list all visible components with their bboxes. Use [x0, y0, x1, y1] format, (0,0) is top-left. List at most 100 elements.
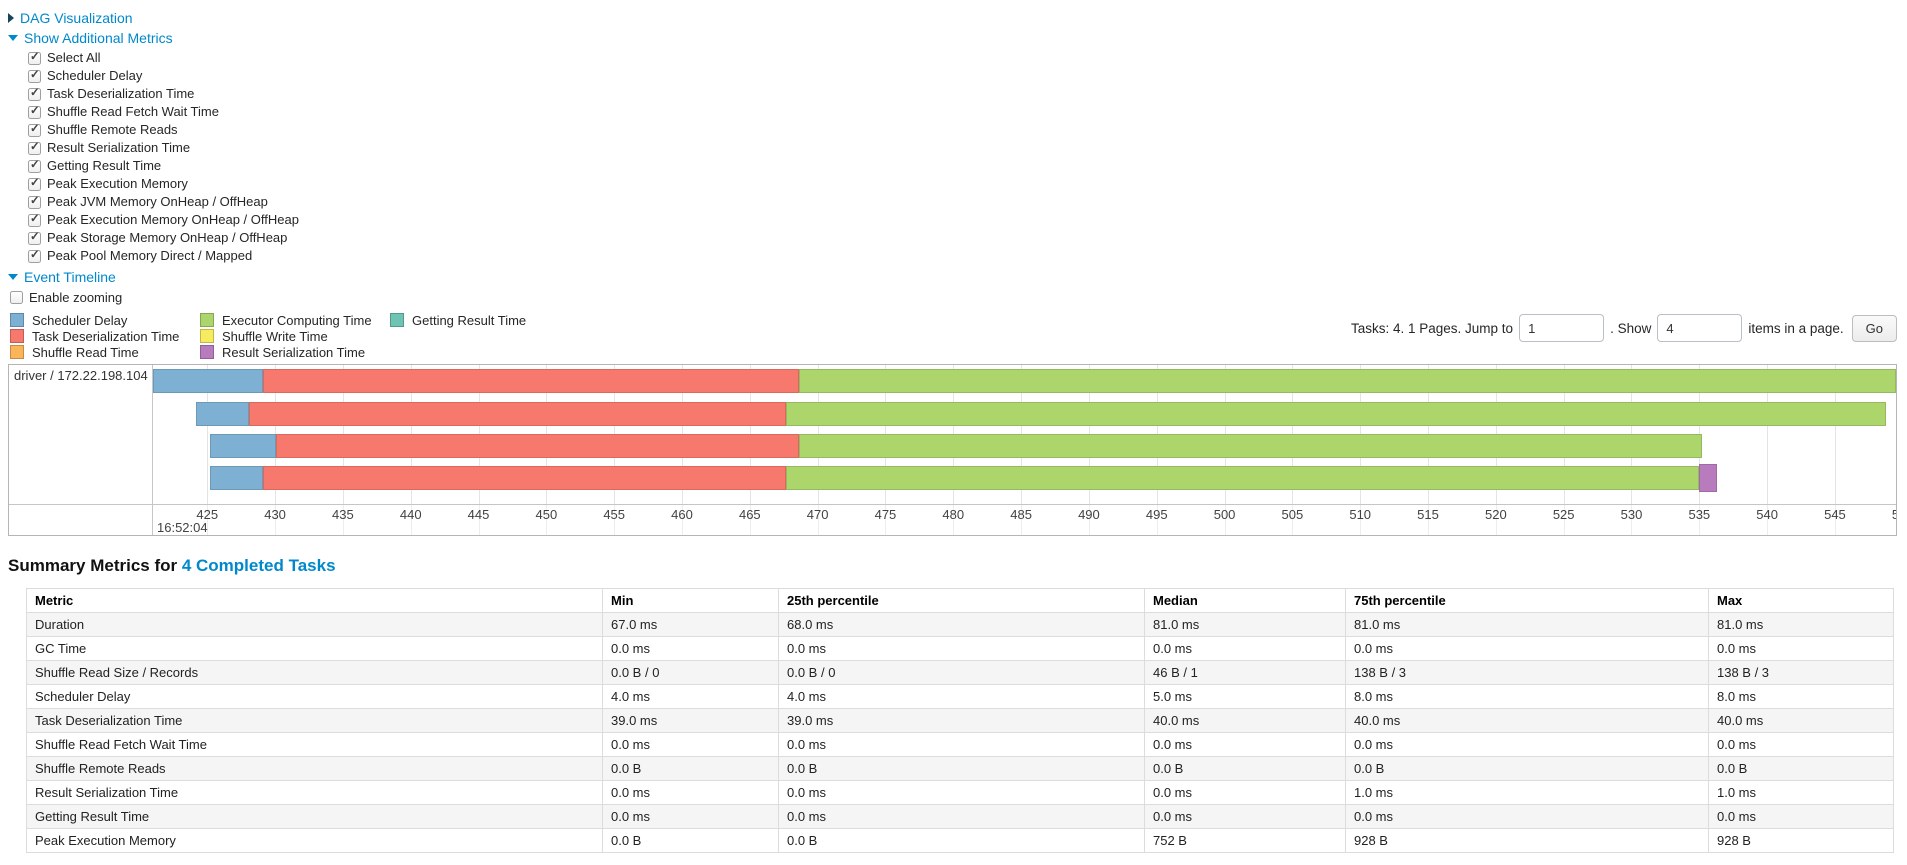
metric-checkbox-text: Scheduler Delay [47, 68, 143, 83]
table-cell: 46 B / 1 [1144, 660, 1346, 685]
task-4-segment-scheduler_delay[interactable] [209, 466, 263, 490]
metric-checkbox-label: Getting Result Time [28, 157, 161, 175]
legend-column: Executor Computing Time Shuffle Write Tim… [200, 312, 390, 360]
legend-swatch-icon [10, 329, 24, 343]
items-per-page-input[interactable] [1657, 314, 1743, 342]
task-2-segment-executor_computing[interactable] [786, 402, 1887, 426]
event-timeline-toggle[interactable]: Event Timeline [8, 269, 1897, 285]
table-cell: 1.0 ms [1708, 780, 1894, 805]
table-cell: 0.0 ms [1144, 780, 1346, 805]
legend-swatch-icon [10, 345, 24, 359]
enable-zooming-label: Enable zooming [10, 290, 122, 305]
axis-tick-label: 530 [1620, 507, 1643, 522]
table-cell: 81.0 ms [1708, 612, 1894, 637]
metric-checkbox[interactable] [28, 159, 41, 173]
go-button[interactable]: Go [1851, 314, 1897, 342]
metric-checkbox[interactable] [28, 51, 41, 65]
metric-checkbox-label: Peak Execution Memory [28, 175, 188, 193]
task-1-segment-task_deserialization[interactable] [262, 369, 799, 393]
timeline-legend: Scheduler Delay Task Deserialization Time… [10, 312, 580, 360]
timeline-plot-area[interactable] [153, 365, 1896, 504]
table-header-cell: Min [602, 588, 779, 613]
event-timeline-link[interactable]: Event Timeline [24, 269, 116, 285]
metric-checkbox-item: Select All [28, 49, 1897, 67]
metric-checkbox-item: Peak Storage Memory OnHeap / OffHeap [28, 229, 1897, 247]
axis-gridline [953, 505, 955, 535]
task-2-segment-scheduler_delay[interactable] [196, 402, 250, 426]
task-1-segment-executor_computing[interactable] [798, 369, 1896, 393]
metric-checkbox-text: Result Serialization Time [47, 140, 191, 155]
table-row: Shuffle Read Fetch Wait Time 0.0 ms 0.0 ms… [26, 732, 1894, 757]
metric-checkbox-label: Scheduler Delay [28, 67, 142, 85]
additional-metrics-link[interactable]: Show Additional Metrics [24, 30, 173, 46]
metric-checkbox[interactable] [28, 177, 41, 191]
axis-tick-label: 545 [1824, 507, 1846, 522]
table-cell: 0.0 B [1345, 756, 1709, 781]
task-4-segment-result_serialization[interactable] [1699, 464, 1717, 492]
axis-tick-label: 515 [1417, 507, 1439, 522]
completed-tasks-link[interactable]: 4 Completed Tasks [181, 556, 336, 575]
axis-gridline [682, 505, 683, 535]
axis-gridline [478, 505, 480, 535]
axis-gridline [1021, 505, 1023, 535]
metric-checkbox[interactable] [28, 195, 41, 209]
axis-tick-label: 500 [1213, 507, 1236, 522]
task-3-segment-scheduler_delay[interactable] [209, 434, 277, 458]
metric-checkbox[interactable] [28, 231, 41, 245]
additional-metrics-toggle[interactable]: Show Additional Metrics [8, 30, 1897, 46]
event-timeline-chart: driver / 172.22.198.104 425 430 435 440 445 4… [8, 364, 1897, 536]
metric-checkbox[interactable] [28, 141, 41, 155]
metric-checkbox-item: Result Serialization Time [28, 139, 1897, 157]
enable-zooming-checkbox[interactable] [10, 290, 23, 304]
table-cell: 40.0 ms [1708, 708, 1894, 733]
table-cell: 0.0 ms [602, 732, 779, 757]
table-cell: Task Deserialization Time [26, 708, 603, 733]
metric-checkbox[interactable] [28, 123, 41, 137]
table-cell: 0.0 ms [1345, 804, 1709, 829]
table-header-cell: Median [1144, 588, 1346, 613]
task-4-segment-executor_computing[interactable] [786, 466, 1700, 490]
metric-checkbox[interactable] [28, 249, 41, 263]
table-row: Shuffle Remote Reads 0.0 B 0.0 B 0.0 B 0.0 B… [26, 756, 1894, 781]
table-cell: 40.0 ms [1144, 708, 1346, 733]
dag-visualization-link[interactable]: DAG Visualization [20, 10, 133, 26]
axis-gridline [1563, 505, 1565, 535]
axis-tick-label: 470 [806, 507, 829, 522]
metric-checkbox-text: Shuffle Read Fetch Wait Time [47, 104, 219, 119]
table-row: Peak Execution Memory 0.0 B 0.0 B 752 B 928 … [26, 828, 1894, 853]
axis-tick-label: 425 [196, 507, 219, 522]
table-cell: 0.0 ms [778, 636, 1145, 661]
metric-checkbox[interactable] [28, 87, 41, 101]
task-3-segment-task_deserialization[interactable] [276, 434, 799, 458]
axis-gridline [749, 505, 751, 535]
task-1-segment-scheduler_delay[interactable] [153, 369, 263, 393]
metric-checkbox-text: Peak Execution Memory [47, 176, 188, 191]
table-header-cell: 75th percentile [1345, 588, 1709, 613]
table-cell: 68.0 ms [778, 612, 1145, 637]
metric-checkbox[interactable] [28, 69, 41, 83]
table-row: Shuffle Read Size / Records 0.0 B / 0 0.0 … [26, 660, 1894, 685]
legend-label: Task Deserialization Time [32, 328, 180, 344]
metric-checkbox-label: Peak Pool Memory Direct / Mapped [28, 247, 252, 265]
legend-label: Scheduler Delay [32, 312, 128, 328]
chevron-down-icon [8, 35, 18, 41]
table-cell: 0.0 ms [1144, 804, 1346, 829]
table-cell: 0.0 B [778, 828, 1145, 853]
legend-item-result_serialization: Result Serialization Time [200, 344, 390, 360]
metric-checkbox[interactable] [28, 105, 41, 119]
axis-gridline [1292, 505, 1294, 535]
task-2-segment-task_deserialization[interactable] [249, 402, 787, 426]
task-3-segment-executor_computing[interactable] [798, 434, 1703, 458]
table-cell: Scheduler Delay [26, 684, 603, 709]
axis-gridline [275, 505, 277, 535]
table-cell: 0.0 ms [1708, 636, 1894, 661]
table-row: GC Time 0.0 ms 0.0 ms 0.0 ms 0.0 ms 0.0 ms [26, 636, 1894, 661]
metric-checkbox[interactable] [28, 213, 41, 227]
legend-item-task_deserialization: Task Deserialization Time [10, 328, 200, 344]
task-4-segment-task_deserialization[interactable] [262, 466, 787, 490]
dag-visualization-toggle[interactable]: DAG Visualization [8, 10, 1897, 26]
jump-to-page-input[interactable] [1519, 314, 1605, 342]
gridline [1767, 365, 1769, 504]
table-cell: 40.0 ms [1345, 708, 1709, 733]
